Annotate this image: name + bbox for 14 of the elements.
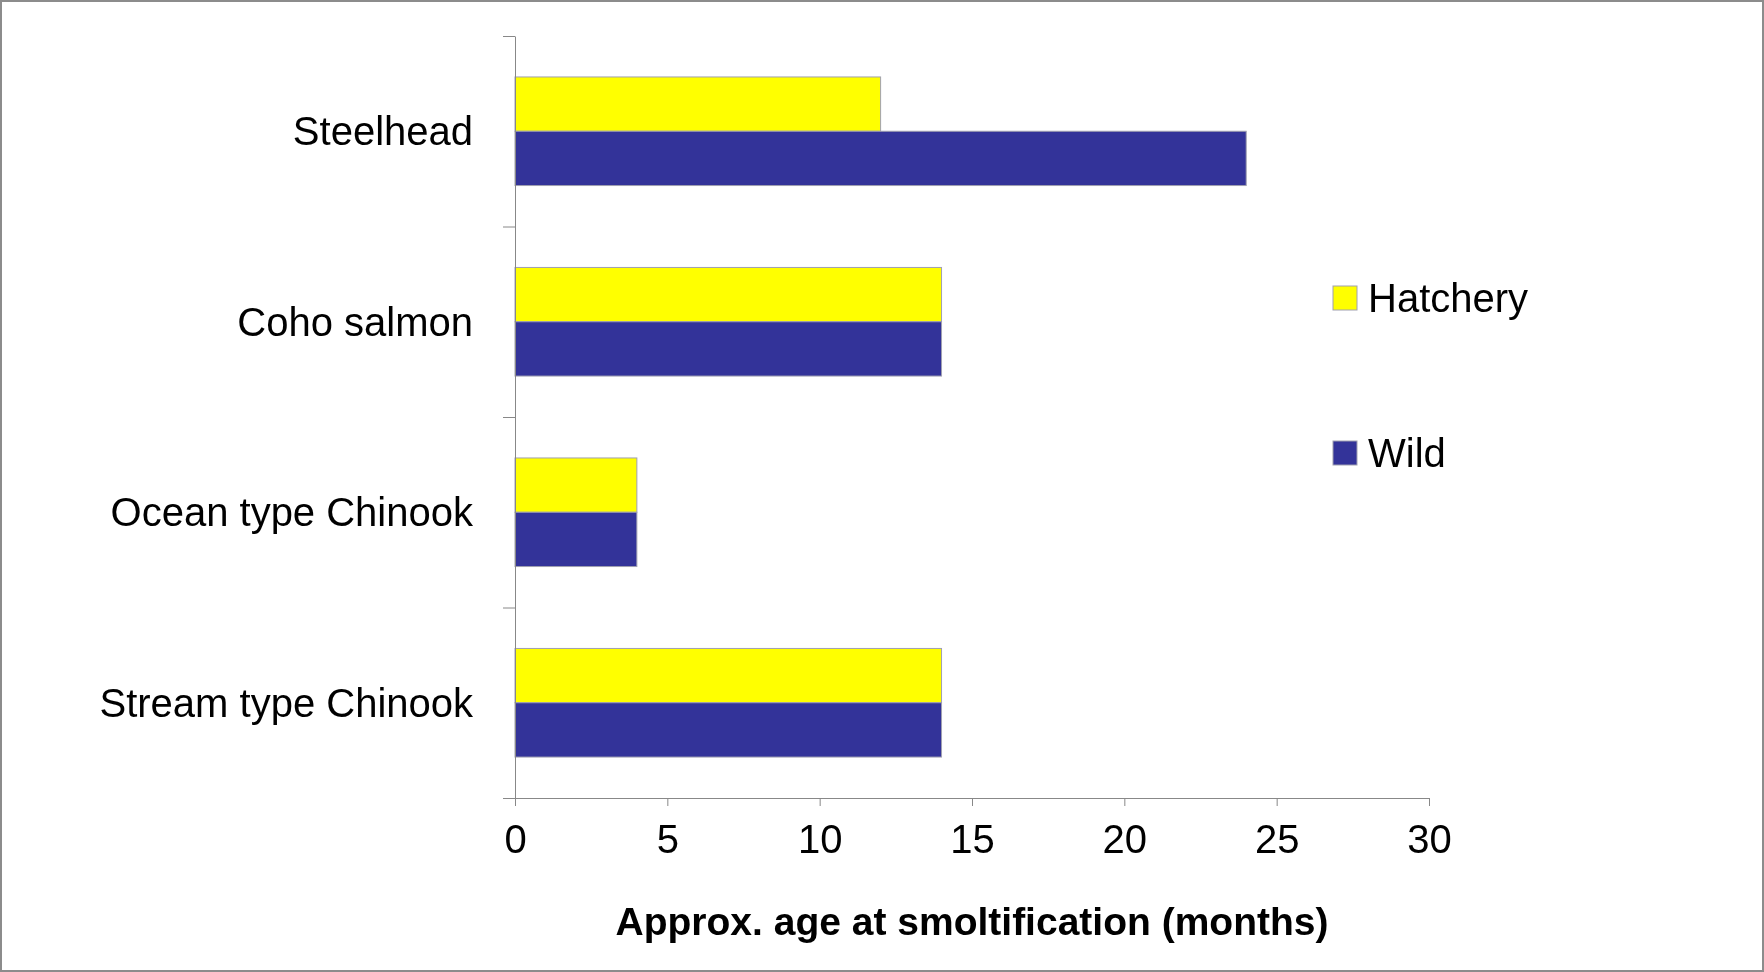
x-tick-label: 20: [1102, 817, 1148, 861]
x-tick-label: 10: [797, 817, 843, 861]
y-tick-label: Stream type Chinook: [99, 680, 474, 725]
x-tick-label: 25: [1254, 817, 1300, 861]
x-tick-label: 0: [504, 817, 527, 861]
y-tick-label: Coho salmon: [237, 299, 473, 344]
x-tick-label: 30: [1407, 817, 1452, 861]
y-tick-label: Steelhead: [292, 109, 473, 154]
y-tick-label: Ocean type Chinook: [110, 490, 474, 535]
x-axis-title: Approx. age at smoltification (months): [615, 900, 1329, 943]
legend-label: Wild: [1368, 431, 1446, 475]
x-tick-label: 5: [656, 817, 679, 861]
x-tick-label: 15: [950, 817, 995, 861]
legend-label: Hatchery: [1368, 276, 1529, 320]
